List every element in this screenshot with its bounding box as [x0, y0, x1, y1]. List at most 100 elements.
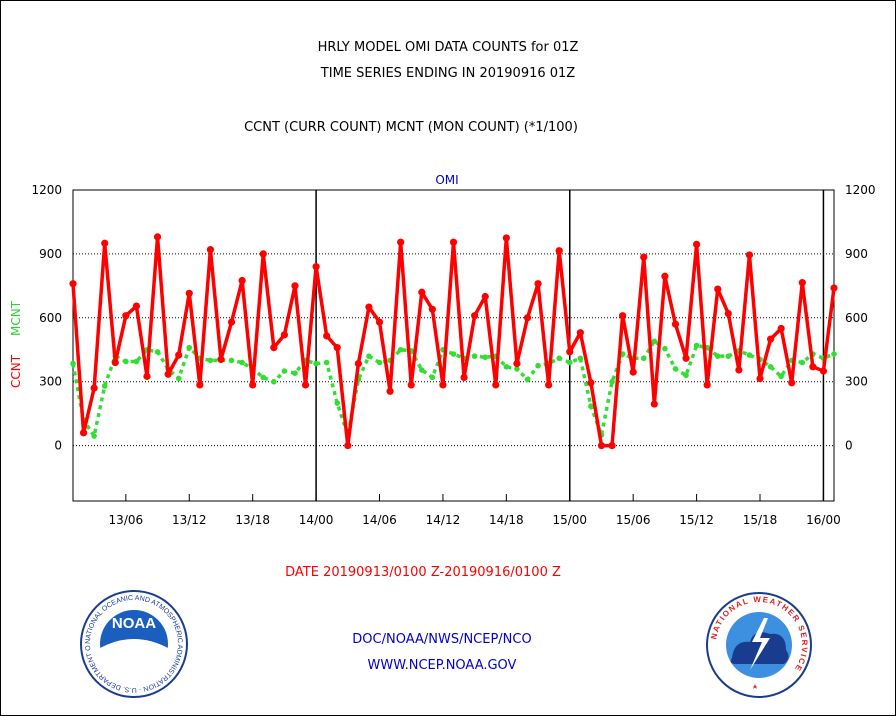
data-point-mcnt — [397, 346, 404, 353]
data-point-ccnt — [640, 253, 648, 261]
plot-frame — [72, 189, 835, 502]
data-point-ccnt — [90, 384, 98, 392]
data-point-ccnt — [143, 372, 151, 380]
data-point-mcnt — [281, 368, 288, 374]
x-tick-label: 15/12 — [679, 513, 714, 527]
data-point-ccnt — [545, 381, 553, 389]
y-tick-label-left: 600 — [39, 311, 62, 325]
data-point-ccnt — [164, 370, 172, 378]
data-point-ccnt — [576, 329, 584, 337]
data-point-mcnt — [239, 359, 245, 366]
x-tick-label: 15/00 — [552, 513, 587, 527]
data-point-mcnt — [514, 366, 520, 372]
data-point-ccnt — [386, 387, 394, 395]
data-point-mcnt — [186, 344, 193, 351]
data-point-mcnt — [778, 373, 784, 380]
data-point-ccnt — [354, 360, 362, 368]
data-point-ccnt — [523, 314, 532, 322]
x-tick-label: 14/12 — [426, 513, 461, 527]
data-point-ccnt — [185, 289, 193, 297]
data-point-ccnt — [227, 318, 236, 326]
x-axis-date-label: DATE 20190913/0100 Z-20190916/0100 Z — [285, 565, 561, 580]
data-point-ccnt — [249, 381, 257, 389]
plot-title: OMI — [435, 173, 459, 187]
data-point-mcnt — [683, 372, 689, 379]
data-point-mcnt — [207, 357, 214, 364]
y-tick-label-left: 1200 — [31, 183, 62, 197]
data-point-mcnt — [831, 351, 837, 357]
chart-title-line1: HRLY MODEL OMI DATA COUNTS for 01Z — [317, 40, 579, 55]
data-point-ccnt — [619, 312, 627, 320]
data-point-ccnt — [555, 247, 563, 255]
data-point-ccnt — [238, 276, 246, 285]
data-point-mcnt — [577, 355, 584, 362]
data-point-ccnt — [566, 348, 574, 356]
data-point-mcnt — [588, 403, 594, 410]
x-tick-label: 15/18 — [743, 513, 778, 527]
data-point-ccnt — [661, 272, 669, 280]
data-point-ccnt — [492, 381, 500, 389]
data-point-mcnt — [429, 374, 436, 381]
y-tick-label-left: 900 — [39, 247, 62, 261]
data-point-ccnt — [153, 233, 162, 241]
data-point-ccnt — [788, 379, 796, 387]
y-tick-label-right: 600 — [845, 311, 868, 325]
data-point-mcnt — [524, 376, 531, 383]
y-tick-label-left: 300 — [39, 375, 62, 389]
data-point-mcnt — [450, 351, 457, 357]
data-point-ccnt — [777, 324, 785, 333]
y-tick-label-right: 1200 — [845, 183, 876, 197]
x-tick-label: 16/00 — [806, 513, 841, 527]
data-point-ccnt — [756, 374, 764, 383]
y-axis-label-mcnt: MCNT — [9, 300, 23, 336]
data-point-ccnt — [745, 251, 754, 259]
data-point-mcnt — [640, 355, 647, 362]
data-point-ccnt — [301, 381, 310, 389]
data-point-mcnt — [376, 359, 383, 366]
agency-url: WWW.NCEP.NOAA.GOV — [367, 658, 517, 673]
svg-text:NOAA: NOAA — [112, 615, 156, 632]
data-point-ccnt — [375, 318, 384, 326]
y-tick-label-right: 0 — [845, 439, 853, 453]
data-point-ccnt — [365, 303, 373, 311]
data-point-ccnt — [766, 335, 775, 343]
data-point-ccnt — [481, 292, 489, 301]
data-point-mcnt — [292, 370, 298, 376]
data-point-ccnt — [344, 442, 352, 450]
data-point-ccnt — [291, 282, 299, 290]
data-point-mcnt — [471, 353, 478, 359]
y-axis-label-ccnt: CCNT — [9, 354, 23, 388]
x-tick-label: 13/06 — [109, 513, 144, 527]
data-point-mcnt — [693, 342, 700, 349]
data-point-mcnt — [228, 357, 235, 364]
data-point-ccnt — [122, 312, 130, 320]
x-tick-label: 14/06 — [362, 513, 397, 527]
x-tick-label: 15/06 — [616, 513, 651, 527]
y-tick-label-right: 900 — [845, 247, 868, 261]
data-point-ccnt — [323, 332, 331, 340]
data-point-ccnt — [798, 279, 806, 287]
data-point-ccnt — [703, 381, 711, 389]
series-layer — [69, 233, 838, 450]
data-point-mcnt — [154, 349, 161, 355]
data-point-mcnt — [366, 353, 372, 359]
data-point-ccnt — [460, 373, 468, 382]
data-point-mcnt — [101, 383, 108, 389]
data-point-ccnt — [608, 442, 616, 450]
data-point-ccnt — [270, 344, 278, 352]
label-layer: 0 0 300 300 600 600 900 900 1200 1200 13/06 13/12 13… — [31, 183, 875, 527]
x-tick-label: 14/18 — [489, 513, 524, 527]
data-point-mcnt — [662, 345, 668, 352]
nws-logo: NATIONAL WEATHER SERVICE — [706, 592, 812, 698]
data-point-ccnt — [397, 238, 405, 246]
data-point-mcnt — [70, 360, 76, 367]
data-point-ccnt — [132, 302, 141, 310]
data-point-ccnt — [587, 379, 595, 387]
data-point-mcnt — [556, 355, 562, 362]
y-tick-label-left: 0 — [54, 439, 62, 453]
chart-subtitle: CCNT (CURR COUNT) MCNT (MON COUNT) (*1/1… — [244, 120, 578, 135]
agency-line: DOC/NOAA/NWS/NCEP/NCO — [352, 632, 532, 647]
data-point-mcnt — [175, 375, 182, 382]
data-point-mcnt — [271, 378, 277, 385]
